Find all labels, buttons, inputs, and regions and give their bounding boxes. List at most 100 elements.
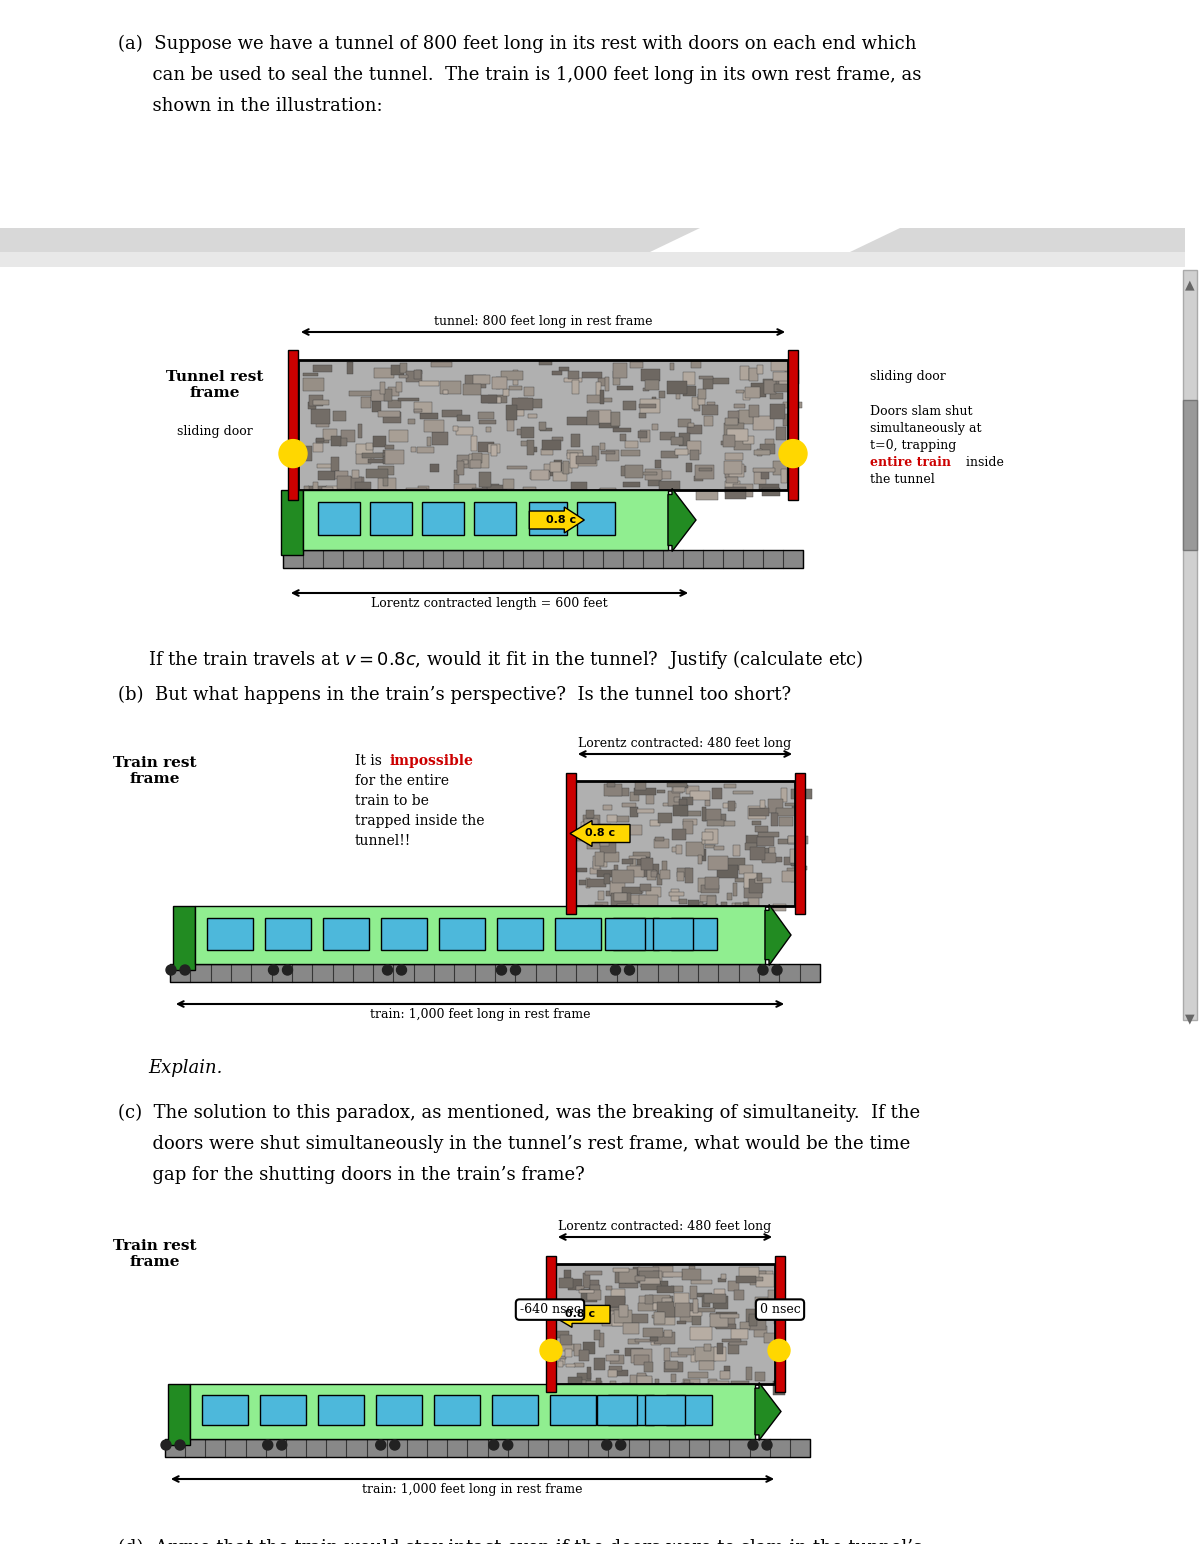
Bar <box>737 411 742 425</box>
Bar <box>676 846 682 854</box>
Bar <box>566 449 583 455</box>
Bar <box>665 1362 678 1370</box>
Bar <box>400 363 407 374</box>
Bar <box>474 502 516 536</box>
Bar <box>640 1278 660 1288</box>
Bar <box>714 846 725 849</box>
Bar <box>774 1320 782 1325</box>
Bar <box>588 905 604 913</box>
Bar <box>682 1383 694 1396</box>
Text: Lorentz contracted length = 600 feet: Lorentz contracted length = 600 feet <box>371 598 608 610</box>
Circle shape <box>772 965 782 974</box>
Text: impossible: impossible <box>390 753 474 767</box>
Bar <box>682 1269 701 1280</box>
Bar <box>689 1371 708 1377</box>
Bar <box>640 885 652 891</box>
Bar <box>317 463 332 468</box>
Bar <box>457 455 473 468</box>
Text: 0.8 c: 0.8 c <box>546 516 576 525</box>
Bar <box>654 1311 665 1323</box>
Bar <box>782 871 800 882</box>
Bar <box>785 369 798 384</box>
Bar <box>671 1374 676 1382</box>
Bar <box>502 371 523 380</box>
Bar <box>628 1339 640 1345</box>
Bar <box>457 415 469 422</box>
Bar <box>744 874 757 888</box>
Bar <box>619 1269 637 1283</box>
Bar <box>773 372 790 380</box>
Bar <box>318 502 360 536</box>
Bar <box>752 415 774 431</box>
Bar <box>698 394 706 405</box>
Bar <box>373 392 379 397</box>
Bar <box>685 1303 698 1311</box>
Bar <box>521 428 534 438</box>
Bar <box>702 832 713 840</box>
Bar <box>613 428 630 432</box>
Bar <box>540 428 552 431</box>
Bar <box>736 903 740 911</box>
Text: tunnel!!: tunnel!! <box>355 834 412 848</box>
Bar <box>692 1300 698 1312</box>
Bar <box>755 1373 766 1380</box>
Bar <box>640 896 658 908</box>
Bar <box>308 401 316 409</box>
Text: sliding door: sliding door <box>870 371 946 383</box>
Bar <box>642 369 660 381</box>
Bar <box>698 468 712 471</box>
Bar <box>653 917 694 950</box>
Bar <box>310 395 323 406</box>
Circle shape <box>175 1441 185 1450</box>
Bar <box>479 442 493 452</box>
Text: inside: inside <box>962 455 1004 469</box>
Bar <box>625 440 637 448</box>
Bar <box>596 871 616 877</box>
Bar <box>647 871 656 880</box>
Bar <box>322 486 332 500</box>
Bar <box>707 820 724 826</box>
Bar <box>587 1289 601 1300</box>
Bar <box>523 388 534 395</box>
Bar <box>644 1295 653 1305</box>
Bar <box>604 852 619 862</box>
Bar <box>637 1376 652 1385</box>
Bar <box>736 391 744 394</box>
Bar <box>764 1332 778 1343</box>
Bar <box>750 1277 763 1280</box>
Bar <box>583 1274 589 1288</box>
Bar <box>658 1297 673 1306</box>
Bar <box>586 1271 601 1275</box>
Bar <box>710 1314 728 1326</box>
Bar <box>554 1265 775 1383</box>
Bar <box>385 449 404 465</box>
Bar <box>630 858 636 871</box>
Bar <box>640 405 656 408</box>
Bar <box>612 371 619 384</box>
Text: t=0, trapping: t=0, trapping <box>870 438 956 452</box>
Bar <box>576 868 587 872</box>
Bar <box>587 395 602 403</box>
Bar <box>283 550 803 568</box>
Bar <box>718 865 738 879</box>
Text: gap for the shutting doors in the train’s frame?: gap for the shutting doors in the train’… <box>118 1166 584 1184</box>
Bar <box>683 1311 702 1315</box>
Bar <box>757 449 762 455</box>
Bar <box>792 804 805 809</box>
Bar <box>640 414 646 418</box>
Bar <box>739 865 754 874</box>
Bar <box>508 411 524 415</box>
Bar <box>640 398 660 414</box>
Circle shape <box>503 1441 512 1450</box>
Bar <box>623 482 641 488</box>
Bar <box>634 1356 649 1365</box>
Bar <box>749 405 758 417</box>
Bar <box>750 1271 766 1285</box>
Bar <box>563 462 569 474</box>
Bar <box>611 1356 624 1365</box>
Bar <box>739 366 749 380</box>
Bar <box>776 428 786 440</box>
Bar <box>749 1314 757 1326</box>
Bar <box>598 891 604 900</box>
Circle shape <box>278 440 307 468</box>
